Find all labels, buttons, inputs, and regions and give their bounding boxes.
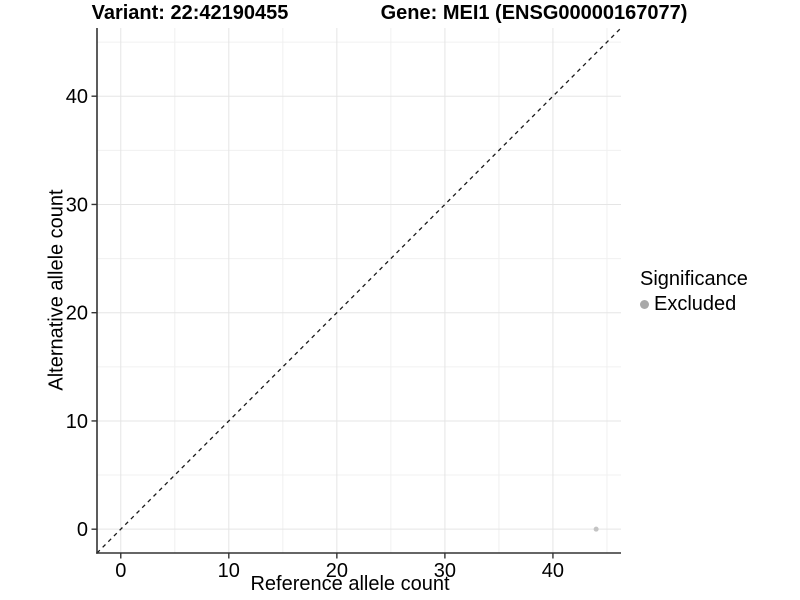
y-tick-label: 20 xyxy=(66,303,88,325)
y-tick-label: 0 xyxy=(77,519,88,541)
x-tick-label: 30 xyxy=(434,560,456,582)
x-axis-title: Reference allele count xyxy=(250,573,450,595)
plot-title-gene: Gene: MEI1 (ENSG00000167077) xyxy=(380,2,688,24)
y-tick-label: 40 xyxy=(66,86,88,108)
legend: Significance Excluded xyxy=(640,268,748,315)
y-tick-label: 30 xyxy=(66,194,88,216)
plot-title-variant: Variant: 22:42190455 xyxy=(91,2,289,24)
legend-key-dot xyxy=(640,299,649,309)
legend-item-label: Excluded xyxy=(654,293,737,315)
legend-title: Significance xyxy=(640,268,748,290)
x-tick-label: 20 xyxy=(326,560,348,582)
y-tick-label: 10 xyxy=(66,411,88,433)
x-tick-label: 10 xyxy=(218,560,240,582)
x-tick-label: 0 xyxy=(115,560,126,582)
identity-line xyxy=(96,27,622,554)
x-tick-label: 40 xyxy=(542,560,564,582)
legend-item-excluded: Excluded xyxy=(640,293,748,315)
data-point xyxy=(593,526,599,532)
